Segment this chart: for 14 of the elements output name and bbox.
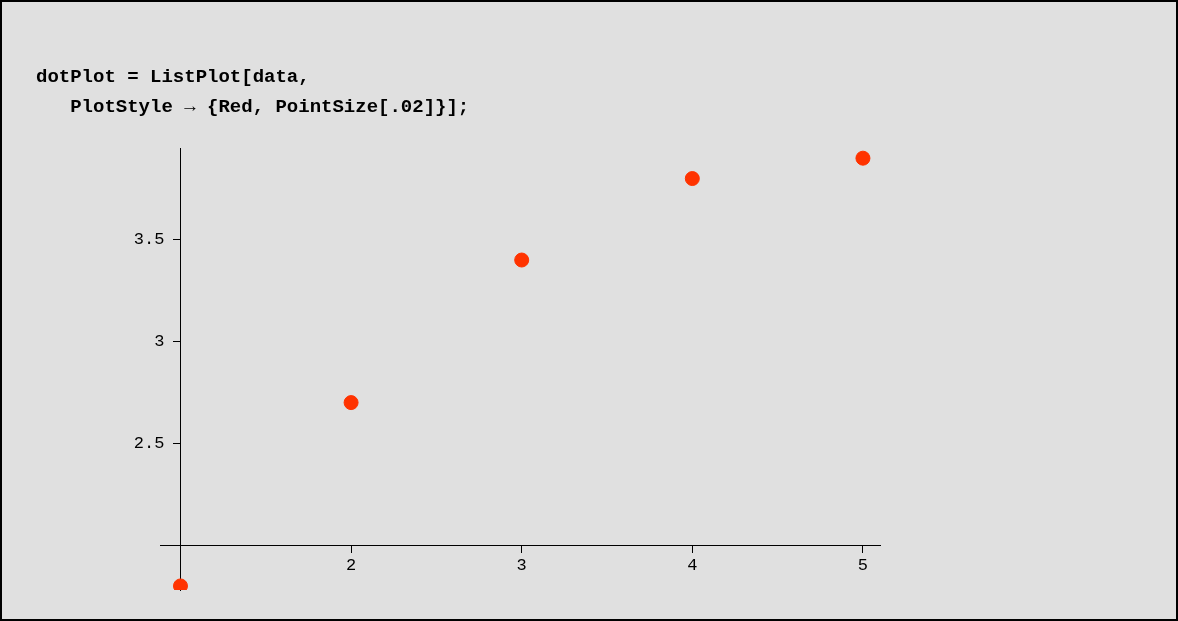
point bbox=[855, 150, 871, 166]
point bbox=[172, 578, 188, 590]
x-tick-label: 3 bbox=[516, 555, 527, 575]
x-tick-label: 5 bbox=[857, 555, 869, 575]
x-tick-label: 2 bbox=[345, 555, 357, 575]
text: dotPlot = ListPlot[data, bbox=[36, 65, 311, 90]
x-tick-label: 4 bbox=[687, 555, 698, 575]
y-tick-label: 3.5 bbox=[133, 230, 165, 250]
y-tick-label: 2.5 bbox=[133, 433, 165, 453]
text: PlotStyle → {Red, PointSize[.02]}]; bbox=[69, 95, 470, 120]
y-tick-label: 3 bbox=[154, 332, 165, 351]
point bbox=[514, 252, 530, 268]
point bbox=[684, 171, 700, 187]
point bbox=[343, 395, 359, 411]
